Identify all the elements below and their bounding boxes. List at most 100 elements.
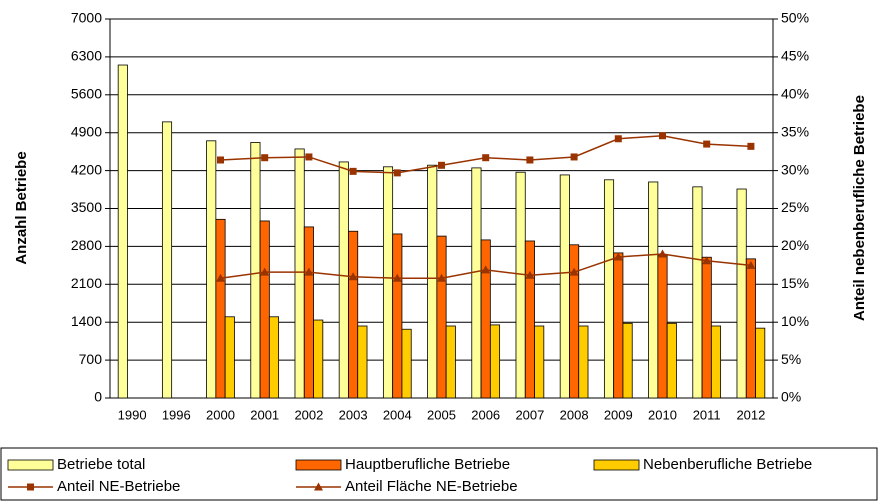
legend-box bbox=[0, 447, 878, 501]
legend-swatch bbox=[7, 459, 54, 471]
bar bbox=[382, 166, 394, 399]
line-marker bbox=[482, 154, 490, 162]
bar bbox=[559, 174, 570, 399]
x-tick-label: 2002 bbox=[294, 407, 323, 422]
bar bbox=[489, 324, 501, 399]
x-tick-label: 2001 bbox=[250, 407, 279, 422]
x-tick-label: 2011 bbox=[693, 407, 721, 422]
legend-label: Anteil NE-Betriebe bbox=[57, 478, 180, 495]
line-marker bbox=[658, 249, 667, 258]
bar bbox=[471, 167, 482, 399]
x-tick-label: 2010 bbox=[648, 407, 677, 422]
line-marker bbox=[569, 267, 579, 276]
bar bbox=[357, 325, 368, 399]
x-tick-label: 2005 bbox=[427, 407, 456, 422]
bar bbox=[480, 239, 491, 399]
bar bbox=[117, 64, 128, 399]
line-marker bbox=[702, 256, 712, 265]
bar bbox=[268, 316, 280, 399]
y2-tick-label: 35% bbox=[781, 123, 809, 139]
line-marker bbox=[261, 154, 269, 162]
y2-tick-label: 50% bbox=[781, 10, 809, 26]
x-tick-label: 1996 bbox=[162, 407, 191, 422]
line-marker bbox=[746, 260, 756, 269]
x-tick-label: 2006 bbox=[471, 407, 500, 422]
y-tick-label: 2100 bbox=[71, 275, 102, 291]
y-tick-label: 6300 bbox=[71, 48, 102, 64]
bar bbox=[613, 252, 624, 399]
legend-swatch bbox=[593, 459, 640, 471]
bar bbox=[259, 220, 270, 399]
bar bbox=[427, 164, 438, 399]
x-tick-label: 2008 bbox=[560, 407, 589, 422]
line-marker bbox=[304, 267, 314, 276]
bar bbox=[666, 322, 677, 399]
bar bbox=[524, 240, 535, 399]
line-marker bbox=[570, 153, 578, 161]
x-tick-label: 2012 bbox=[736, 407, 765, 422]
y-tick-label: 5600 bbox=[71, 86, 102, 102]
y2-tick-label: 10% bbox=[781, 313, 809, 329]
bar bbox=[348, 230, 359, 399]
bar bbox=[224, 316, 235, 399]
bar bbox=[622, 322, 633, 399]
bar bbox=[445, 325, 456, 399]
bar bbox=[303, 226, 314, 399]
line-marker bbox=[348, 272, 358, 281]
bar bbox=[206, 140, 217, 399]
line-marker bbox=[216, 273, 225, 282]
line-marker bbox=[437, 273, 446, 282]
bar bbox=[755, 327, 766, 399]
y-tick-label: 2800 bbox=[71, 237, 102, 253]
bar bbox=[692, 186, 703, 399]
line-marker bbox=[747, 142, 755, 150]
legend-marker bbox=[314, 482, 323, 491]
y2-tick-label: 5% bbox=[781, 351, 801, 367]
line-marker bbox=[349, 167, 357, 175]
bar bbox=[436, 235, 447, 399]
y2-tick-label: 40% bbox=[781, 86, 809, 102]
bar bbox=[745, 258, 756, 399]
bar bbox=[338, 161, 349, 399]
line-marker bbox=[217, 156, 224, 164]
bar bbox=[701, 256, 712, 399]
y-tick-label: 0 bbox=[94, 389, 102, 405]
line-marker bbox=[525, 270, 535, 279]
x-tick-label: 1990 bbox=[118, 407, 147, 422]
y2-tick-label: 15% bbox=[781, 275, 809, 291]
bar bbox=[392, 233, 403, 399]
y2-tick-label: 45% bbox=[781, 48, 809, 64]
bar bbox=[294, 148, 305, 399]
line-marker bbox=[703, 140, 711, 148]
bar bbox=[736, 188, 747, 399]
line-marker bbox=[438, 161, 445, 169]
x-tick-label: 2007 bbox=[515, 407, 544, 422]
line-marker bbox=[305, 153, 313, 161]
line-marker bbox=[659, 132, 666, 140]
bar bbox=[648, 181, 659, 399]
y-tick-label: 4200 bbox=[71, 161, 102, 177]
legend-label: Hauptberufliche Betriebe bbox=[345, 456, 510, 473]
legend-marker bbox=[27, 483, 34, 491]
y-tick-label: 1400 bbox=[71, 313, 102, 329]
line-marker bbox=[481, 265, 491, 274]
y2-tick-label: 0% bbox=[781, 389, 801, 405]
bar bbox=[534, 325, 545, 399]
y-tick-label: 4900 bbox=[71, 123, 102, 139]
y2-axis-label: Anteil nebenberufliche Betriebe bbox=[851, 95, 868, 321]
y-tick-label: 3500 bbox=[71, 199, 102, 215]
line-marker bbox=[614, 135, 622, 143]
x-tick-label: 2004 bbox=[383, 407, 412, 422]
bar bbox=[250, 142, 261, 399]
line-marker bbox=[526, 156, 534, 164]
bar bbox=[515, 171, 526, 399]
bar bbox=[161, 121, 173, 399]
bar bbox=[215, 218, 226, 399]
legend-label: Nebenberufliche Betriebe bbox=[643, 456, 812, 473]
y2-tick-label: 20% bbox=[781, 237, 809, 253]
x-tick-label: 2000 bbox=[206, 407, 235, 422]
legend-swatch bbox=[295, 459, 342, 471]
bar bbox=[578, 325, 589, 399]
bar bbox=[603, 179, 615, 399]
